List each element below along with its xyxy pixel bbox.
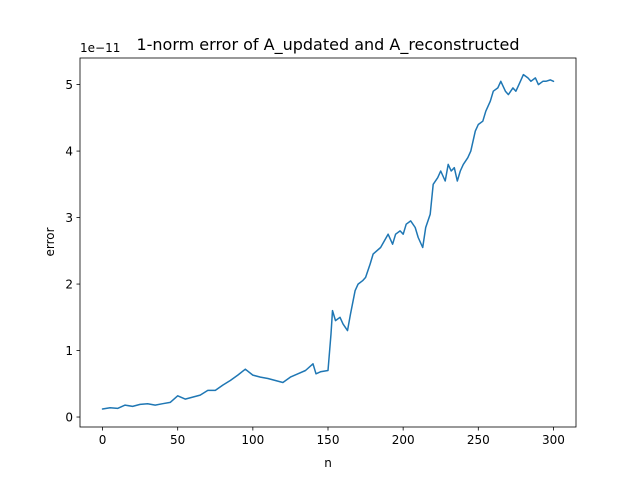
error-series-line: [101, 73, 555, 410]
x-tick-label: 0: [99, 433, 107, 447]
chart-title: 1-norm error of A_updated and A_reconstr…: [136, 35, 519, 55]
y-tick-label: 0: [65, 411, 73, 425]
plot-frame: [79, 57, 577, 428]
x-tick-label: 50: [170, 433, 185, 447]
y-axis-offset-label: 1e−11: [80, 41, 120, 55]
x-axis-ticks: 0 50 100 150 200 250 300: [99, 427, 565, 447]
y-tick-label: 2: [65, 278, 73, 292]
y-tick-label: 5: [65, 78, 73, 92]
x-tick-label: 200: [392, 433, 415, 447]
y-tick-label: 4: [65, 145, 73, 159]
x-tick-label: 150: [317, 433, 340, 447]
y-tick-label: 3: [65, 211, 73, 225]
x-tick-label: 300: [542, 433, 565, 447]
x-axis-label: n: [324, 456, 332, 470]
y-axis-label: error: [43, 227, 57, 256]
y-tick-label: 1: [65, 344, 73, 358]
x-tick-label: 100: [241, 433, 264, 447]
y-axis-ticks: 0 1 2 3 4 5: [65, 78, 80, 425]
x-tick-label: 250: [467, 433, 490, 447]
